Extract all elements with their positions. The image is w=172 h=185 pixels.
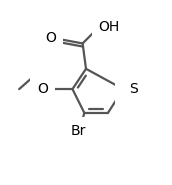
- Text: O: O: [37, 82, 48, 96]
- Text: OH: OH: [99, 20, 120, 34]
- Text: O: O: [46, 31, 56, 45]
- Text: S: S: [129, 82, 138, 96]
- Text: Br: Br: [71, 124, 86, 138]
